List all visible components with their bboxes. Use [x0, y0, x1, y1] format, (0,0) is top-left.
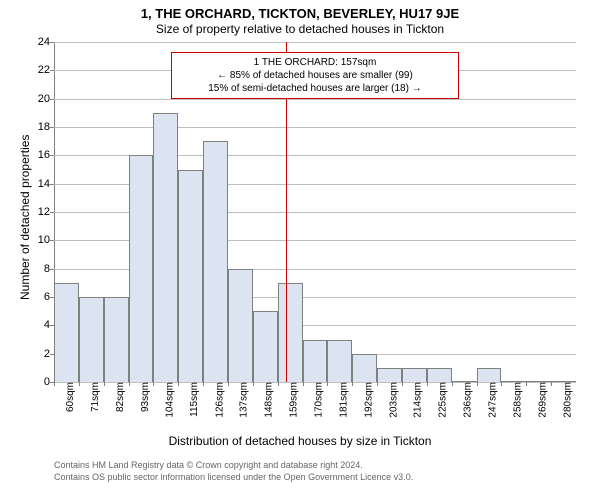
chart-subtitle: Size of property relative to detached ho…: [0, 22, 600, 36]
x-tick-mark: [54, 382, 55, 386]
x-tick-mark: [452, 382, 453, 386]
y-tick-label: 18: [38, 121, 54, 133]
x-tick-mark: [377, 382, 378, 386]
x-tick-label: 192sqm: [357, 382, 374, 418]
x-tick-mark: [203, 382, 204, 386]
x-tick-mark: [501, 382, 502, 386]
y-tick-label: 8: [44, 263, 54, 275]
x-tick-mark: [427, 382, 428, 386]
y-tick-label: 6: [44, 291, 54, 303]
x-tick-mark: [129, 382, 130, 386]
histogram-bar: [352, 354, 377, 382]
histogram-bar: [377, 368, 402, 382]
gridline: [54, 42, 576, 43]
histogram-bar: [79, 297, 104, 382]
x-axis-label: Distribution of detached houses by size …: [0, 434, 600, 448]
x-tick-label: 170sqm: [308, 382, 325, 418]
x-tick-mark: [526, 382, 527, 386]
histogram-bar: [203, 141, 228, 382]
y-axis-label: Number of detached properties: [18, 135, 32, 300]
x-tick-label: 82sqm: [109, 382, 126, 412]
x-tick-mark: [228, 382, 229, 386]
x-tick-mark: [551, 382, 552, 386]
x-tick-label: 60sqm: [59, 382, 76, 412]
y-tick-label: 10: [38, 234, 54, 246]
histogram-bar: [54, 283, 79, 382]
x-tick-label: 203sqm: [382, 382, 399, 418]
x-tick-mark: [278, 382, 279, 386]
credit-line-1: Contains HM Land Registry data © Crown c…: [54, 460, 413, 472]
x-tick-label: 247sqm: [482, 382, 499, 418]
histogram-bar: [153, 113, 178, 382]
y-tick-label: 24: [38, 36, 54, 48]
histogram-bar: [477, 368, 502, 382]
histogram-bar: [253, 311, 278, 382]
annotation-line: 15% of semi-detached houses are larger (…: [178, 82, 451, 95]
chart-container: 1, THE ORCHARD, TICKTON, BEVERLEY, HU17 …: [0, 0, 600, 500]
x-tick-label: 280sqm: [556, 382, 573, 418]
y-tick-label: 12: [38, 206, 54, 218]
credit-text: Contains HM Land Registry data © Crown c…: [54, 460, 413, 483]
x-tick-label: 126sqm: [208, 382, 225, 418]
y-tick-label: 4: [44, 319, 54, 331]
plot-area: 02468101214161820222460sqm71sqm82sqm93sq…: [54, 42, 576, 382]
annotation-line: 1 THE ORCHARD: 157sqm: [178, 56, 451, 69]
x-tick-label: 115sqm: [183, 382, 200, 417]
histogram-bar: [129, 155, 154, 382]
x-tick-mark: [79, 382, 80, 386]
annotation-line: ← 85% of detached houses are smaller (99…: [178, 69, 451, 82]
histogram-bar: [278, 283, 303, 382]
x-tick-mark: [352, 382, 353, 386]
y-tick-label: 14: [38, 178, 54, 190]
x-tick-mark: [477, 382, 478, 386]
chart-title-address: 1, THE ORCHARD, TICKTON, BEVERLEY, HU17 …: [0, 6, 600, 21]
histogram-bar: [228, 269, 253, 382]
y-tick-label: 22: [38, 64, 54, 76]
x-tick-label: 214sqm: [407, 382, 424, 418]
annotation-box: 1 THE ORCHARD: 157sqm← 85% of detached h…: [171, 52, 458, 99]
x-tick-label: 269sqm: [531, 382, 548, 418]
x-tick-label: 236sqm: [457, 382, 474, 418]
x-tick-label: 225sqm: [432, 382, 449, 418]
x-tick-mark: [178, 382, 179, 386]
x-tick-mark: [253, 382, 254, 386]
x-tick-mark: [104, 382, 105, 386]
x-tick-label: 159sqm: [283, 382, 300, 418]
histogram-bar: [178, 170, 203, 383]
histogram-bar: [104, 297, 129, 382]
x-tick-label: 148sqm: [258, 382, 275, 418]
x-tick-mark: [327, 382, 328, 386]
x-tick-label: 137sqm: [233, 382, 250, 418]
histogram-bar: [427, 368, 452, 382]
y-tick-label: 16: [38, 149, 54, 161]
x-tick-mark: [402, 382, 403, 386]
credit-line-2: Contains OS public sector information li…: [54, 472, 413, 484]
x-tick-label: 93sqm: [134, 382, 151, 412]
histogram-bar: [402, 368, 427, 382]
x-tick-mark: [153, 382, 154, 386]
y-tick-label: 20: [38, 93, 54, 105]
gridline: [54, 127, 576, 128]
x-tick-label: 71sqm: [84, 382, 101, 412]
x-tick-label: 258sqm: [506, 382, 523, 418]
x-tick-label: 181sqm: [332, 382, 349, 418]
x-tick-label: 104sqm: [158, 382, 175, 418]
histogram-bar: [327, 340, 352, 383]
y-tick-label: 0: [44, 376, 54, 388]
histogram-bar: [303, 340, 328, 383]
y-tick-label: 2: [44, 348, 54, 360]
x-tick-mark: [303, 382, 304, 386]
